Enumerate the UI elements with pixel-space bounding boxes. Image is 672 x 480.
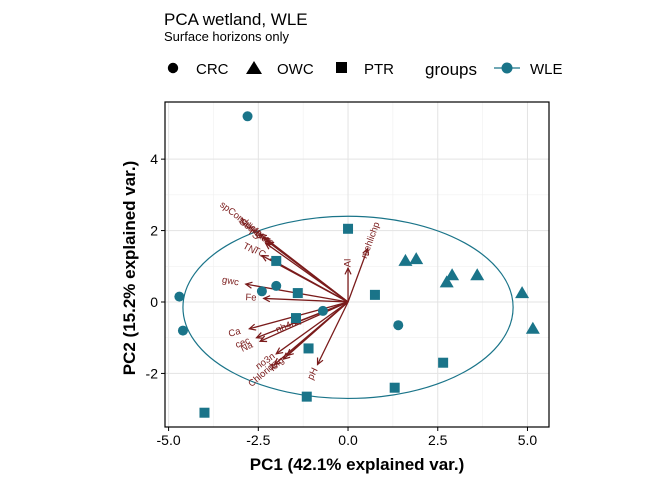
y-tick-label: 2 [150, 223, 158, 239]
legend-circle-symbol [167, 62, 179, 74]
x-tick-label: 2.5 [428, 432, 448, 448]
legend-square-symbol [336, 62, 347, 73]
loading-arrowhead [285, 348, 294, 357]
point-triangle [439, 275, 454, 288]
loading-arrowhead [362, 247, 370, 256]
loading-arrowhead [262, 236, 271, 245]
point-circle [271, 280, 282, 291]
point-square [271, 255, 282, 266]
point-square [438, 357, 449, 368]
loading-arrowhead [266, 240, 275, 248]
loading-arrowhead [260, 254, 269, 262]
loading-arrowhead [244, 281, 253, 289]
loading-arrowhead [344, 266, 352, 275]
loading-label: Na [239, 339, 255, 354]
point-triangle [409, 252, 424, 265]
loading-label: TN [241, 241, 257, 257]
y-tick-label: -2 [146, 365, 159, 381]
loading-label: Al [343, 259, 354, 267]
loading-arrowhead [255, 332, 264, 339]
loading-vector-Mg [286, 301, 349, 357]
point-circle [393, 320, 404, 331]
legend-groups-title: groups [425, 60, 477, 79]
point-triangle [470, 268, 485, 281]
y-tick-label: 0 [150, 294, 158, 310]
legend: CRC OWC PTR groups WLE [167, 60, 563, 79]
loading-vector-pH [316, 301, 349, 365]
loading-arrowhead [273, 357, 282, 366]
loading-vector-Ssurface [266, 240, 349, 303]
x-tick-label: 5.0 [518, 432, 538, 448]
point-square [199, 407, 210, 418]
loading-label: Ca [227, 326, 242, 340]
loading-vector-TC [270, 258, 349, 303]
x-axis-title: PC1 (42.1% explained var.) [250, 455, 465, 474]
legend-triangle-symbol [246, 61, 262, 74]
point-triangle [398, 253, 413, 266]
legend-label-ptr: PTR [364, 61, 394, 78]
point-circle [256, 286, 267, 297]
chart-subtitle: Surface horizons only [164, 29, 290, 44]
loading-label: gwc [221, 275, 240, 289]
legend-label-crc: CRC [196, 61, 229, 78]
loading-vector-Na [259, 301, 349, 342]
loading-arrowhead [275, 347, 284, 355]
loading-label: pH [305, 366, 320, 382]
point-square [292, 288, 303, 299]
loading-label: TC [251, 245, 268, 261]
loading-arrowhead [248, 323, 257, 331]
loading-label: mehlichp [359, 221, 382, 260]
point-circle [242, 111, 253, 122]
legend-label-wle: WLE [530, 61, 563, 78]
point-square [303, 343, 314, 354]
point-circle [317, 305, 328, 316]
loading-vector-Fe [263, 297, 349, 303]
data-points [174, 111, 540, 418]
x-axis: -5.0 -2.5 0.0 2.5 5.0 [157, 427, 538, 448]
loading-label: cec [234, 335, 252, 351]
point-square [301, 391, 312, 402]
point-circle [177, 325, 188, 336]
y-tick-label: 4 [150, 151, 158, 167]
x-tick-label: -5.0 [157, 432, 181, 448]
group-ellipse-wle [182, 215, 514, 400]
loading-vector-mehlichp [347, 248, 369, 303]
point-triangle [525, 321, 540, 334]
point-square [389, 382, 400, 393]
point-square [343, 223, 354, 234]
y-axis: -2 0 2 4 [146, 151, 165, 381]
ellipse-layer [182, 215, 514, 400]
x-tick-label: 0.0 [338, 432, 358, 448]
loading-arrowhead [282, 352, 291, 361]
loading-arrowhead [258, 335, 268, 343]
grid [165, 102, 549, 427]
loading-arrowhead [316, 357, 324, 366]
point-triangle [445, 268, 460, 281]
panel-border [164, 101, 550, 428]
point-square [369, 289, 380, 300]
legend-label-owc: OWC [277, 61, 314, 78]
legend-wle-symbol [501, 62, 513, 74]
point-circle [174, 291, 185, 302]
chart-title: PCA wetland, WLE [164, 10, 308, 29]
point-triangle [515, 286, 530, 299]
x-tick-label: -2.5 [246, 432, 270, 448]
loading-vector-no3n [275, 301, 349, 355]
loading-arrowhead [262, 295, 271, 303]
loading-arrowhead [259, 233, 268, 241]
point-square [290, 313, 301, 324]
y-axis-title: PC2 (15.2% explained var.) [120, 161, 139, 376]
loading-label: Fe [245, 292, 257, 303]
